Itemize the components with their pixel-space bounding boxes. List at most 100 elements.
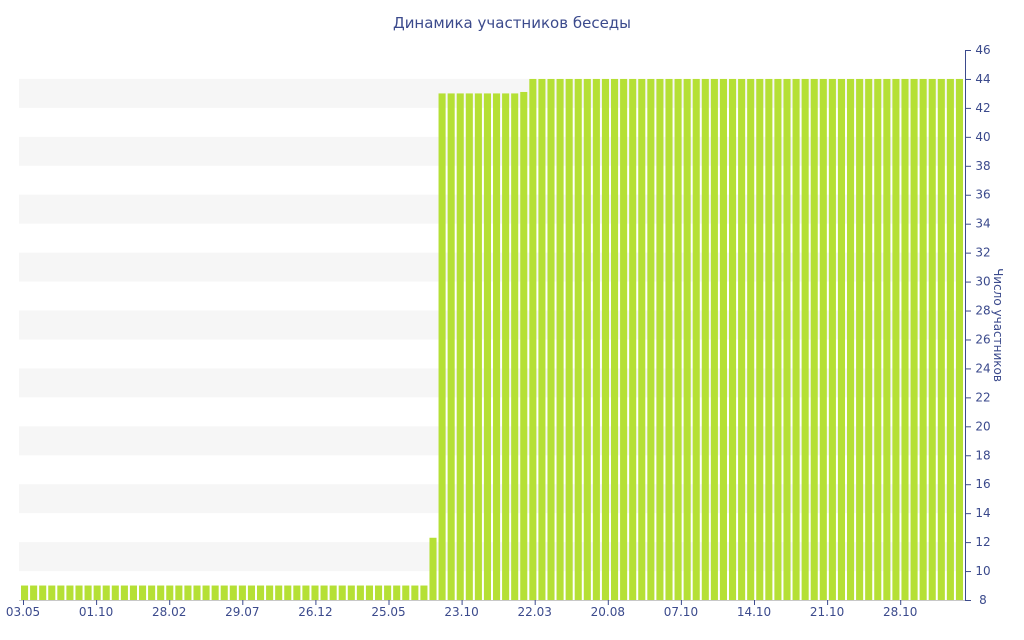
bar bbox=[601, 78, 609, 600]
bar bbox=[148, 585, 156, 600]
bar bbox=[393, 585, 401, 600]
bar bbox=[238, 585, 246, 600]
bar bbox=[438, 93, 446, 601]
x-tick-label: 29.07 bbox=[225, 605, 259, 619]
bar bbox=[365, 585, 373, 600]
x-tick-label: 03.05 bbox=[6, 605, 40, 619]
y-tick-label: 32 bbox=[975, 246, 990, 260]
y-tick-label: 34 bbox=[975, 217, 990, 231]
bar bbox=[429, 537, 437, 600]
bar bbox=[293, 585, 301, 600]
y-tick-label: 22 bbox=[975, 390, 990, 404]
y-tick-label: 18 bbox=[975, 448, 990, 462]
x-tick-label: 23.10 bbox=[444, 605, 478, 619]
x-tick-label: 01.10 bbox=[79, 605, 113, 619]
y-tick-label: 14 bbox=[975, 506, 990, 520]
y-tick-label: 12 bbox=[975, 535, 990, 549]
bar bbox=[320, 585, 328, 600]
bar bbox=[729, 78, 737, 600]
bar bbox=[66, 585, 74, 600]
bar bbox=[30, 585, 38, 600]
bar bbox=[129, 585, 137, 600]
bar bbox=[21, 585, 29, 600]
bar bbox=[329, 585, 337, 600]
bar bbox=[220, 585, 228, 600]
bar bbox=[356, 585, 364, 600]
bar bbox=[275, 585, 283, 600]
bar bbox=[547, 78, 555, 600]
bar bbox=[39, 585, 47, 600]
y-tick-label: 10 bbox=[975, 564, 990, 578]
bar bbox=[538, 78, 546, 600]
x-tick-label: 22.03 bbox=[518, 605, 552, 619]
y-tick-label: 24 bbox=[975, 361, 990, 375]
x-tick-label: 20.08 bbox=[591, 605, 625, 619]
y-tick-label: 40 bbox=[975, 130, 990, 144]
bar bbox=[284, 585, 292, 600]
bar bbox=[701, 78, 709, 600]
bar bbox=[738, 78, 746, 600]
bar bbox=[211, 585, 219, 600]
bar bbox=[166, 585, 174, 600]
bars bbox=[21, 78, 963, 601]
bar bbox=[629, 78, 637, 600]
x-tick-label: 28.02 bbox=[152, 605, 186, 619]
bar bbox=[384, 585, 392, 600]
bar bbox=[901, 78, 909, 600]
bar bbox=[193, 585, 201, 600]
bar bbox=[502, 93, 510, 601]
y-tick-label: 36 bbox=[975, 188, 990, 202]
x-tick-label: 28.10 bbox=[883, 605, 917, 619]
bar bbox=[892, 78, 900, 600]
x-tick-label: 14.10 bbox=[737, 605, 771, 619]
bar bbox=[102, 585, 110, 600]
bar bbox=[529, 78, 537, 600]
bar bbox=[656, 78, 664, 600]
bar bbox=[311, 585, 319, 600]
bar bbox=[474, 93, 482, 601]
bar bbox=[375, 585, 383, 600]
bar bbox=[810, 78, 818, 600]
bar bbox=[48, 585, 56, 600]
bar bbox=[756, 78, 764, 600]
x-ticks: 03.05 01.10 28.02 29.07 26.12 25.05 23.10 22.03… bbox=[6, 600, 917, 619]
bar bbox=[93, 585, 101, 600]
bar bbox=[266, 585, 274, 600]
bar bbox=[111, 585, 119, 600]
bar bbox=[683, 78, 691, 600]
y-tick-label: 16 bbox=[975, 477, 990, 491]
bar bbox=[592, 78, 600, 600]
x-tick-label: 21.10 bbox=[810, 605, 844, 619]
bar bbox=[302, 585, 310, 600]
bar bbox=[520, 91, 528, 600]
bar bbox=[175, 585, 183, 600]
y-axis-label: Число участников bbox=[991, 268, 1005, 382]
bar bbox=[420, 585, 428, 600]
bar bbox=[774, 78, 782, 600]
y-ticks: 8 10 12 14 16 18 20 22 24 26 28 30 32 34 36 38 40 42 44 46 bbox=[965, 43, 991, 607]
y-tick-label: 46 bbox=[975, 43, 990, 57]
y-tick-label: 28 bbox=[975, 304, 990, 318]
bar bbox=[919, 78, 927, 600]
bar bbox=[828, 78, 836, 600]
bar bbox=[583, 78, 591, 600]
x-tick-label: 25.05 bbox=[371, 605, 405, 619]
bar bbox=[139, 585, 147, 600]
bar bbox=[57, 585, 65, 600]
bar bbox=[928, 78, 936, 600]
y-tick-label: 38 bbox=[975, 159, 990, 173]
bar bbox=[847, 78, 855, 600]
bar bbox=[229, 585, 237, 600]
bar bbox=[574, 78, 582, 600]
bar bbox=[865, 78, 873, 600]
y-tick-label: 30 bbox=[975, 275, 990, 289]
bar bbox=[692, 78, 700, 600]
bar bbox=[883, 78, 891, 600]
bar bbox=[338, 585, 346, 600]
bar bbox=[620, 78, 628, 600]
bar bbox=[556, 78, 564, 600]
y-tick-label: 42 bbox=[975, 101, 990, 115]
bar bbox=[247, 585, 255, 600]
bar bbox=[946, 78, 954, 600]
bar bbox=[611, 78, 619, 600]
